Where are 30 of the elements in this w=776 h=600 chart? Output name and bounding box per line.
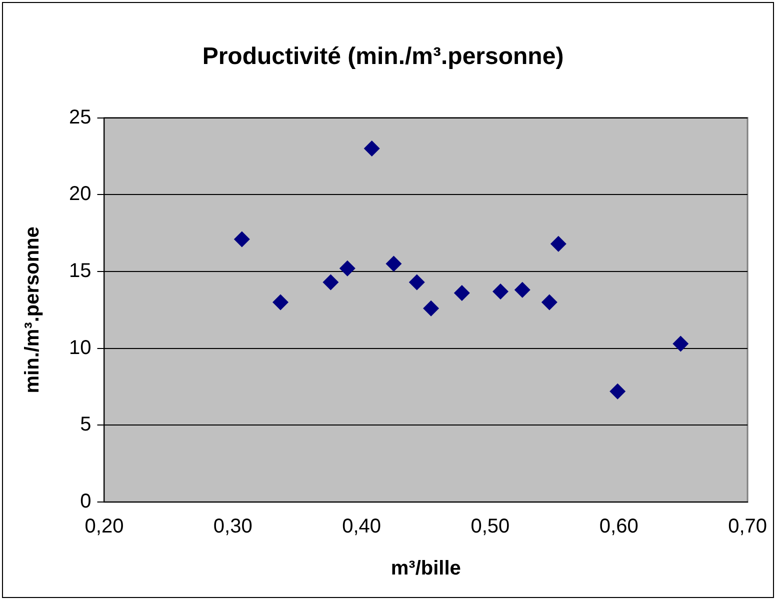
chart-title: Productivité (min./m³.personne) (202, 43, 564, 70)
y-tick-label: 10 (68, 336, 92, 359)
x-tick-label: 0,60 (599, 516, 638, 538)
y-tick-label: 5 (80, 414, 92, 436)
point (550, 236, 566, 252)
y-tick-label: 20 (68, 183, 92, 206)
point (339, 260, 356, 276)
point (386, 256, 402, 272)
y-tick-label: 0 (80, 490, 92, 513)
x-tick-label: 0,70 (728, 516, 768, 538)
y-tick-label: 15 (68, 260, 92, 282)
x-tick-label: 0,30 (213, 516, 252, 538)
point (454, 284, 470, 301)
y-axis-title: min./m³.personne (22, 226, 44, 394)
x-axis-title: m³/bille (390, 558, 461, 580)
point (364, 140, 380, 157)
x-tick-label: 0,20 (84, 516, 124, 538)
point (272, 294, 289, 310)
point (541, 294, 558, 310)
x-tick-label: 0,40 (342, 516, 382, 538)
point (610, 383, 626, 400)
point (492, 283, 509, 300)
point (322, 274, 339, 290)
point (234, 231, 250, 248)
y-tick-label: 25 (68, 106, 92, 128)
point (514, 282, 530, 298)
point (672, 336, 689, 352)
point (408, 274, 425, 290)
x-tick-label: 0,50 (470, 516, 510, 538)
point (423, 300, 440, 316)
